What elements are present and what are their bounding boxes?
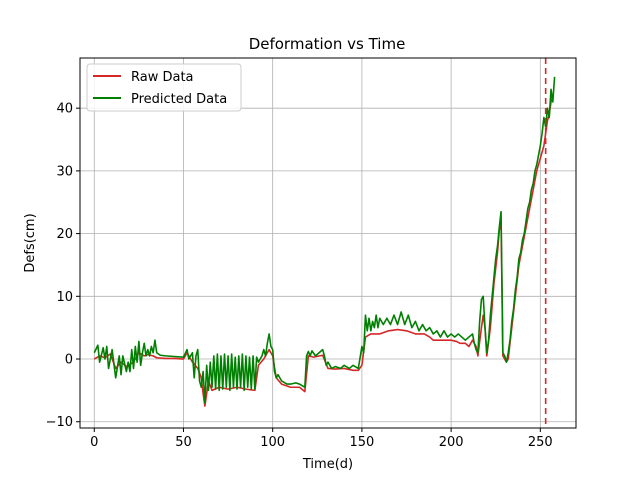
- legend-label-raw-data: Raw Data: [131, 70, 194, 85]
- y-tick-label: 10: [56, 290, 73, 305]
- grid: [80, 58, 576, 428]
- legend-label-predicted-data: Predicted Data: [131, 92, 227, 107]
- x-tick-label: 100: [260, 435, 285, 450]
- y-tick-label: 0: [65, 353, 73, 368]
- legend: Raw Data Predicted Data: [86, 63, 242, 112]
- y-tick-label: 40: [56, 102, 73, 117]
- chart-title: Deformation vs Time: [249, 35, 406, 53]
- series-line-predicted-data: [93, 76, 556, 404]
- legend-box: [86, 63, 242, 112]
- y-axis-label: Defs(cm): [23, 213, 38, 272]
- x-axis-label: Time(d): [302, 457, 353, 472]
- x-tick-label: 50: [175, 435, 192, 450]
- x-tick-label: 150: [349, 435, 374, 450]
- y-tick-label: −10: [46, 415, 73, 430]
- y-axis-ticks: −10 0 10 20 30 40: [46, 102, 80, 430]
- x-tick-label: 0: [90, 435, 98, 450]
- y-tick-label: 20: [56, 227, 73, 242]
- plot-lines: [93, 58, 556, 428]
- plot-frame: [79, 57, 577, 429]
- x-tick-label: 250: [528, 435, 553, 450]
- x-axis-ticks: 0 50 100 150 200 250: [90, 428, 553, 450]
- x-tick-label: 200: [439, 435, 464, 450]
- y-tick-label: 30: [56, 164, 73, 179]
